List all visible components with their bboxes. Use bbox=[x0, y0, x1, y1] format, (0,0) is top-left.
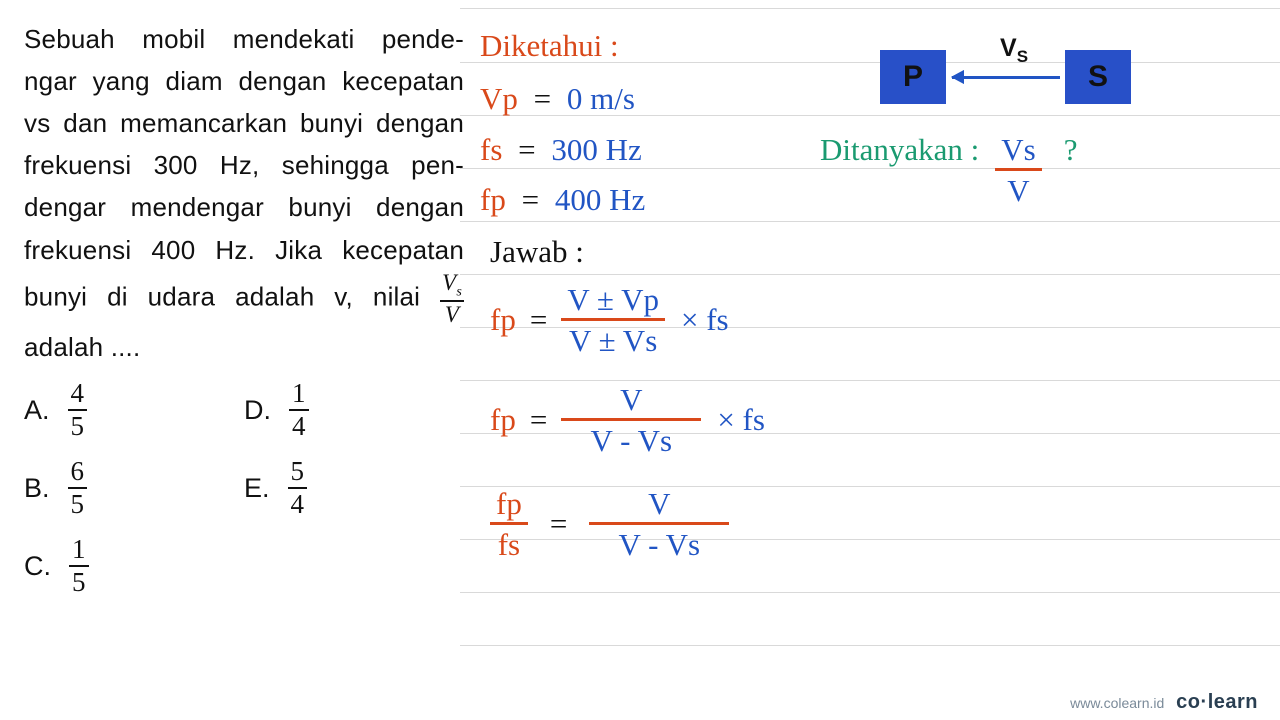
option-d[interactable]: D. 14 bbox=[244, 380, 464, 440]
eq2-frac: V V - Vs bbox=[561, 384, 701, 456]
answer-title: Jawab : bbox=[490, 236, 584, 267]
question-block: Sebuah mobil mendekati pende- ngar yang … bbox=[24, 18, 464, 614]
option-label: C. bbox=[24, 551, 51, 582]
answer-eq2: fp = V V - Vs × fs bbox=[490, 384, 765, 456]
option-den: 4 bbox=[291, 489, 305, 518]
box-p-label: P bbox=[903, 60, 923, 94]
option-num: 5 bbox=[288, 458, 308, 489]
eq1-den: V ± Vs bbox=[569, 321, 657, 356]
eq3-lnum: fp bbox=[490, 488, 528, 522]
page-root: Sebuah mobil mendekati pende- ngar yang … bbox=[0, 0, 1280, 720]
eq3-rfrac: V V - Vs bbox=[589, 488, 729, 560]
eq2-eq: = bbox=[530, 404, 547, 435]
asked-frac: Vs V bbox=[995, 134, 1041, 206]
question-text: Sebuah mobil mendekati pende- ngar yang … bbox=[24, 18, 464, 368]
eq1-num: V ± Vp bbox=[561, 284, 665, 318]
eq3-rnum: V bbox=[642, 488, 676, 522]
eq1-eq: = bbox=[530, 304, 547, 335]
eq3-eq: = bbox=[550, 508, 567, 539]
known-line-1: Vp = 0 m/s bbox=[480, 83, 635, 114]
known3-rhs: 400 Hz bbox=[555, 182, 645, 217]
brand-a: co bbox=[1176, 691, 1200, 713]
known2-eq: = bbox=[518, 132, 535, 167]
eq3-rden: V - Vs bbox=[619, 525, 701, 560]
brand-dot: · bbox=[1201, 691, 1208, 713]
answer-eq1: fp = V ± Vp V ± Vs × fs bbox=[490, 284, 729, 356]
eq1-lhs: fp bbox=[490, 304, 516, 335]
asked-block: Ditanyakan : Vs V ? bbox=[820, 134, 1077, 206]
known-line-3: fp = 400 Hz bbox=[480, 184, 645, 215]
option-a[interactable]: A. 45 bbox=[24, 380, 244, 440]
eq3-lfrac: fp fs bbox=[490, 488, 528, 560]
known1-rhs: 0 m/s bbox=[567, 81, 635, 116]
option-label: E. bbox=[244, 473, 270, 504]
option-label: A. bbox=[24, 395, 50, 426]
option-label: D. bbox=[244, 395, 271, 426]
option-num: 6 bbox=[68, 458, 88, 489]
box-p: P bbox=[880, 50, 946, 104]
q-frac-den: V bbox=[445, 302, 459, 326]
option-b[interactable]: B. 65 bbox=[24, 458, 244, 518]
q-frac-sub: s bbox=[456, 284, 462, 299]
q-frac-num: V bbox=[442, 270, 456, 295]
answer-title-text: Jawab : bbox=[490, 234, 584, 269]
eq2-tail: × fs bbox=[717, 404, 765, 435]
arrow-left-icon bbox=[952, 76, 1060, 79]
brand-b: learn bbox=[1208, 691, 1258, 713]
eq2-den: V - Vs bbox=[591, 421, 673, 456]
known3-eq: = bbox=[522, 182, 539, 217]
eq1-frac: V ± Vp V ± Vs bbox=[561, 284, 665, 356]
known-title: Diketahui : bbox=[480, 30, 619, 61]
option-e[interactable]: E. 54 bbox=[244, 458, 464, 518]
asked-qmark: ? bbox=[1064, 134, 1078, 165]
asked-den: V bbox=[1007, 171, 1029, 206]
known-line-2: fs = 300 Hz bbox=[480, 134, 642, 165]
eq3-lden: fs bbox=[498, 525, 520, 560]
option-label: B. bbox=[24, 473, 50, 504]
question-text-pre: Sebuah mobil mendekati pende- ngar yang … bbox=[24, 24, 464, 311]
eq1-tail: × fs bbox=[681, 304, 729, 335]
known2-rhs: 300 Hz bbox=[551, 132, 641, 167]
option-den: 5 bbox=[72, 567, 86, 596]
option-num: 1 bbox=[289, 380, 309, 411]
footer-site: www.colearn.id bbox=[1070, 695, 1164, 711]
known2-lhs: fs bbox=[480, 132, 502, 167]
vs-v: V bbox=[1000, 34, 1017, 62]
option-den: 4 bbox=[292, 411, 306, 440]
known1-lhs: Vp bbox=[480, 81, 518, 116]
asked-num: Vs bbox=[995, 134, 1041, 168]
known1-eq: = bbox=[534, 81, 551, 116]
known3-lhs: fp bbox=[480, 182, 506, 217]
option-num: 4 bbox=[68, 380, 88, 411]
vs-label: VS bbox=[1000, 34, 1028, 67]
option-den: 5 bbox=[71, 489, 85, 518]
answer-eq3: fp fs = V V - Vs bbox=[490, 488, 729, 560]
question-fraction: Vs V bbox=[440, 271, 464, 327]
option-den: 5 bbox=[71, 411, 85, 440]
vs-sub: S bbox=[1017, 47, 1028, 66]
diagram: P VS S bbox=[880, 40, 1200, 120]
eq2-num: V bbox=[614, 384, 648, 418]
option-num: 1 bbox=[69, 536, 89, 567]
option-c[interactable]: C. 15 bbox=[24, 536, 324, 596]
box-s: S bbox=[1065, 50, 1131, 104]
known-title-text: Diketahui : bbox=[480, 28, 619, 63]
question-text-post: adalah .... bbox=[24, 332, 140, 362]
asked-title: Ditanyakan : bbox=[820, 134, 979, 165]
footer-brand: co·learn bbox=[1176, 691, 1258, 713]
box-s-label: S bbox=[1088, 60, 1108, 94]
options-block: A. 45 D. 14 B. 65 E. 54 bbox=[24, 380, 464, 614]
eq2-lhs: fp bbox=[490, 404, 516, 435]
footer: www.colearn.id co·learn bbox=[1070, 691, 1258, 714]
